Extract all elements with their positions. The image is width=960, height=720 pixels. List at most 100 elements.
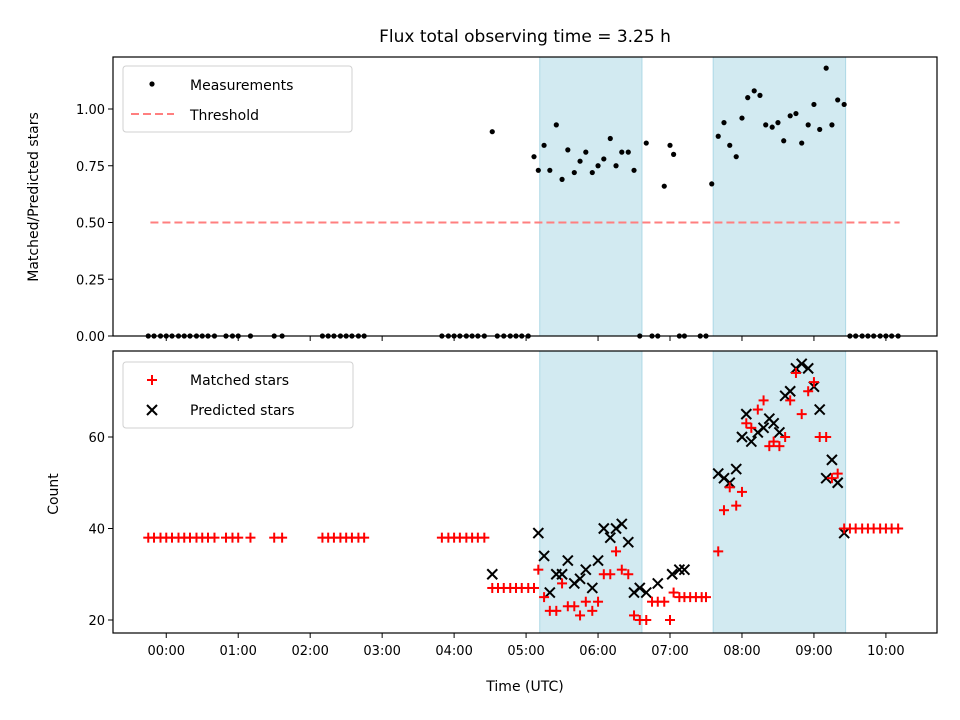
measurement-point (531, 154, 537, 160)
matched-star-point (616, 564, 627, 575)
matched-star-point (641, 615, 652, 625)
measurement-point (439, 333, 445, 339)
measurement-point (661, 183, 667, 189)
matched-star-point (528, 582, 539, 593)
measurement-point (859, 333, 865, 339)
measurement-point (451, 333, 457, 339)
measurement-point (355, 333, 362, 339)
measurement-point (187, 333, 193, 339)
measurement-point (727, 142, 733, 148)
shaded-region (539, 56, 643, 337)
measurement-point (223, 333, 229, 339)
measurement-point (169, 333, 175, 339)
x-tick-label: 01:00 (219, 644, 256, 659)
predicted-star-point (730, 463, 742, 475)
matched-star-point (629, 610, 640, 621)
measurement-point (361, 333, 367, 339)
y-tick-label: 0.00 (76, 330, 105, 345)
predicted-star-point (736, 431, 748, 443)
measurement-point (671, 151, 677, 157)
bottom-axes: 20 40 60 00:00 01:00 02:00 03:00 04:00 05:00 06:0… (88, 350, 938, 659)
matched-star-point (736, 486, 747, 497)
matched-star-point (790, 367, 801, 378)
x-tick-label: 06:00 (579, 644, 616, 659)
measurement-point (781, 138, 787, 144)
measurement-point (571, 169, 577, 176)
measurement-point (535, 167, 541, 173)
matched-star-point (277, 532, 288, 543)
measurement-point (721, 120, 727, 126)
predicted-star-point (538, 550, 550, 562)
y-tick-label: 1.00 (76, 103, 105, 118)
y-tick-label: 0.75 (76, 160, 105, 175)
legend-dot-icon (149, 81, 155, 87)
measurement-point (637, 333, 643, 339)
measurement-point (877, 333, 883, 339)
measurement-point (613, 163, 619, 169)
matched-star-point (724, 482, 735, 493)
x-tick-label: 04:00 (435, 644, 472, 659)
measurement-point (205, 333, 211, 339)
predicted-star-point (640, 586, 652, 599)
matched-star-point (557, 578, 568, 589)
matched-star-point (746, 422, 757, 433)
legend-label-predicted: Predicted stars (190, 403, 295, 419)
measurement-point (445, 333, 451, 339)
x-tick-label: 09:00 (795, 644, 832, 659)
measurement-point (229, 333, 236, 339)
predicted-star-point (678, 563, 691, 576)
chart-title: Flux total observing time = 3.25 h (379, 27, 671, 47)
predicted-star-point (586, 582, 598, 594)
top-axes: 0.00 0.25 0.50 0.75 1.00 Measurements Threshol… (76, 56, 938, 345)
measurement-point (565, 147, 571, 153)
predicted-star-point (757, 422, 770, 434)
measurement-point (829, 122, 835, 128)
x-tick-label: 02:00 (291, 644, 328, 659)
measurement-point (457, 333, 463, 339)
shaded-region (712, 56, 847, 337)
measurement-point (193, 333, 200, 339)
legend-frame (122, 361, 354, 429)
measurement-point (481, 333, 487, 339)
measurement-point (519, 333, 525, 339)
predicted-star-point (146, 404, 158, 416)
measurement-point (525, 333, 531, 339)
measurement-point (703, 333, 709, 339)
x-tick-label: 07:00 (651, 644, 688, 659)
measurement-point (631, 167, 637, 173)
measurement-point (775, 120, 781, 126)
matched-star-point (713, 546, 724, 557)
matched-star-point (233, 532, 244, 543)
matched-star-point (780, 432, 791, 442)
predicted-star-point (652, 577, 664, 590)
matched-star-point (665, 615, 676, 625)
x-tick-label: 03:00 (363, 644, 400, 659)
measurement-point (715, 133, 721, 139)
bottom-legend: Matched stars Predicted stars (122, 361, 354, 429)
matched-star-point (533, 564, 544, 575)
legend-label-threshold: Threshold (189, 108, 259, 124)
measurement-point (757, 92, 763, 98)
predicted-star-point (544, 586, 556, 599)
measurement-point (583, 149, 589, 155)
measurement-point (151, 333, 157, 339)
measurement-point (847, 333, 853, 339)
top-legend: Measurements Threshold (122, 65, 353, 133)
matched-star-point (668, 587, 679, 598)
matched-star-point (774, 441, 785, 452)
legend-frame (122, 65, 353, 133)
y-tick-label: 0.25 (76, 273, 105, 288)
y-tick-label: 60 (88, 431, 105, 446)
predicted-star-point (673, 563, 686, 576)
measurement-point (709, 181, 715, 187)
measurement-point (871, 333, 877, 339)
measurement-point (697, 333, 703, 339)
predicted-star-point (745, 435, 758, 448)
measurement-point (469, 333, 475, 339)
matched-star-point (826, 473, 837, 484)
legend-label-matched: Matched stars (190, 373, 289, 389)
measurement-point (649, 333, 655, 339)
measurement-point (279, 333, 285, 339)
predicted-star-point (634, 582, 646, 594)
